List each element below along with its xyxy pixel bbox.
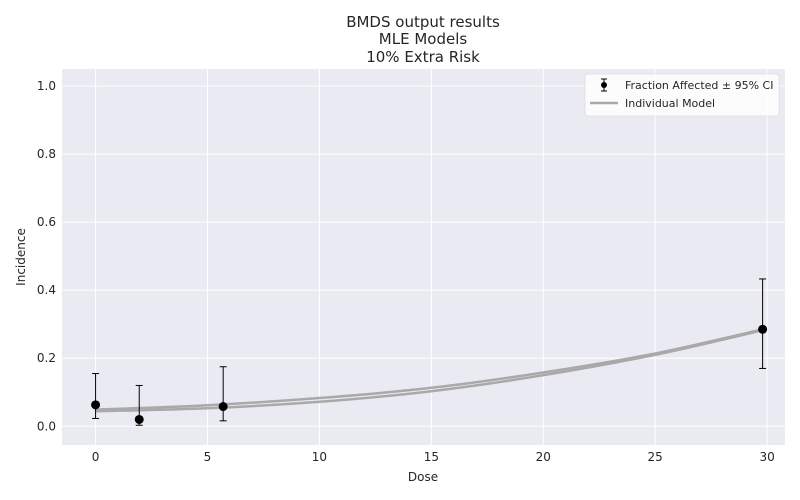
x-tick-label: 10 xyxy=(312,450,327,464)
legend-box xyxy=(584,73,780,117)
legend-point-icon xyxy=(601,82,607,88)
y-tick-label: 0.0 xyxy=(37,419,56,433)
chart-title-line-1: BMDS output results xyxy=(346,13,500,31)
y-tick-label: 0.4 xyxy=(37,283,56,297)
x-tick-label: 15 xyxy=(424,450,439,464)
legend-label-points: Fraction Affected ± 95% CI xyxy=(625,79,773,92)
data-point xyxy=(758,324,768,334)
model-curve xyxy=(95,328,763,411)
x-axis-label: Dose xyxy=(408,470,438,484)
grid-lines xyxy=(62,69,785,445)
x-tick-label: 0 xyxy=(92,450,100,464)
y-axis-label: Incidence xyxy=(14,228,28,286)
model-curve xyxy=(95,329,763,413)
legend-label-model: Individual Model xyxy=(625,97,715,110)
data-point xyxy=(91,400,101,410)
chart-title-line-3: 10% Extra Risk xyxy=(366,48,480,66)
data-point xyxy=(134,414,144,424)
y-tick-label: 0.2 xyxy=(37,351,56,365)
y-tick-label: 0.6 xyxy=(37,215,56,229)
plot-area xyxy=(62,69,785,445)
model-curves xyxy=(95,328,763,413)
y-tick-label: 1.0 xyxy=(37,79,56,93)
chart-title-line-2: MLE Models xyxy=(379,30,468,48)
data-points xyxy=(91,278,768,426)
x-tick-label: 25 xyxy=(648,450,663,464)
axis-ticks: 0 5 10 15 20 25 30 0.0 0.2 0.4 0.6 0.8 1.0 xyxy=(37,79,775,464)
x-tick-label: 5 xyxy=(204,450,212,464)
legend: Fraction Affected ± 95% CI Individual Mo… xyxy=(584,73,780,117)
y-tick-label: 0.8 xyxy=(37,147,56,161)
x-tick-label: 20 xyxy=(536,450,551,464)
data-point xyxy=(218,402,228,412)
x-tick-label: 30 xyxy=(759,450,774,464)
